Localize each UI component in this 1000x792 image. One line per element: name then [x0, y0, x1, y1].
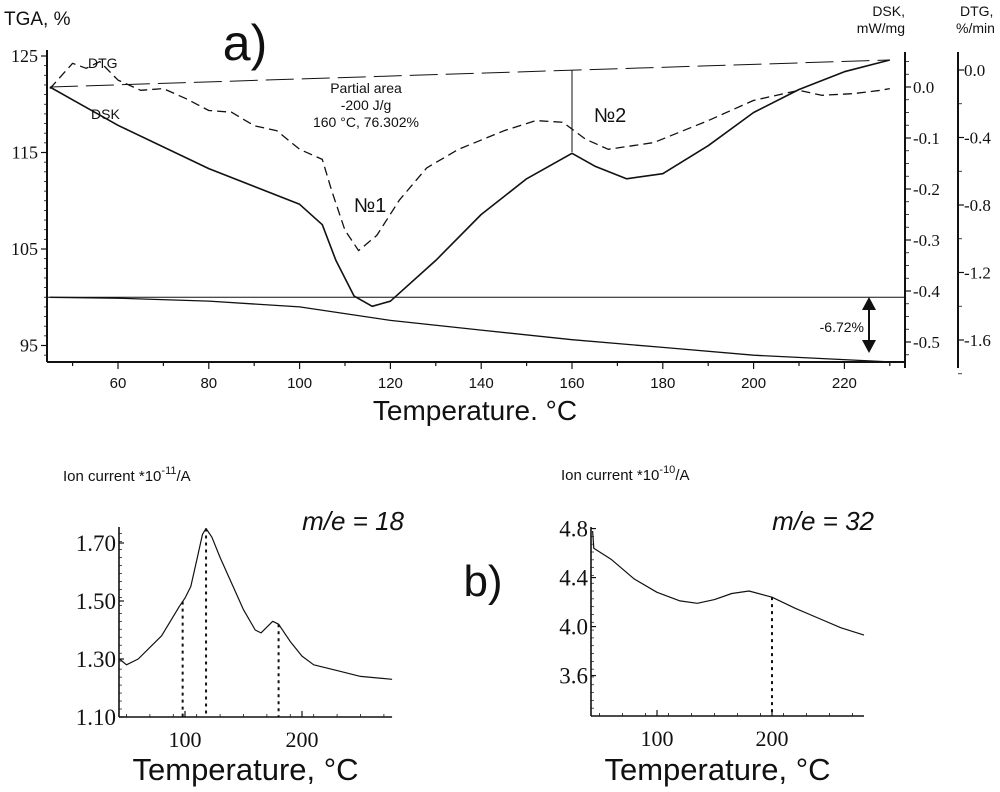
ion-x-tick-label: 200 — [756, 726, 789, 751]
mass-loss-arrow-down-icon — [862, 340, 876, 353]
dsk-tick-label: -0.2 — [913, 180, 940, 199]
peak-1-label: №1 — [354, 195, 387, 217]
x-tick-label: 60 — [110, 375, 127, 392]
ion-current-curve-1 — [119, 527, 393, 680]
mass-loss-arrow-up-icon — [862, 297, 876, 310]
x-tick-label: 220 — [832, 375, 857, 392]
dtg-tick-label: 0.0 — [964, 61, 985, 80]
dtg-tick-label: -0.4 — [964, 129, 991, 148]
dsk-axis-label-unit: mW/mg — [857, 20, 905, 36]
series-dtg-curve — [49, 60, 890, 252]
dtg-tick-label: -1.2 — [964, 264, 991, 283]
ion-current-axis-label: Ion current *10-11/A — [63, 465, 191, 485]
x-tick-label: 80 — [200, 375, 217, 392]
ion-current-curve-2 — [592, 530, 865, 636]
tga-axis-label: TGA, % — [4, 9, 71, 30]
x-tick-label: 160 — [559, 375, 584, 392]
dsk-baseline — [49, 59, 890, 88]
ion-current-axis-label: Ion current *10-10/A — [561, 464, 690, 484]
ion-y-tick-label: 1.10 — [76, 705, 116, 730]
x-tick-label: 100 — [287, 375, 312, 392]
panel-label-b: b) — [463, 557, 502, 606]
mass-to-charge-title: m/e = 32 — [772, 506, 874, 536]
dsk-tick-label: -0.5 — [913, 333, 940, 352]
ion-y-tick-label: 4.4 — [559, 566, 588, 591]
dtg-axis-label: DTG, — [960, 3, 993, 19]
tga-tick-label: 95 — [20, 336, 38, 356]
series-dsk-curve — [49, 59, 890, 308]
series-tga-curve — [49, 296, 890, 363]
mass-to-charge-title: m/e = 18 — [302, 506, 404, 536]
dtg-tick-label: -1.6 — [964, 331, 991, 350]
mass-loss-label: -6.72% — [820, 319, 864, 335]
ion-x-tick-label: 200 — [285, 727, 318, 752]
tga-tick-label: 125 — [11, 46, 38, 66]
ion-y-tick-label: 1.50 — [76, 589, 116, 614]
tga-tick-label: 105 — [11, 239, 38, 259]
dtg-tick-label: -0.8 — [964, 196, 991, 215]
partial-area-point: 160 °C, 76.302% — [313, 114, 419, 130]
tga-tick-label: 115 — [12, 143, 38, 163]
dsk-curve-label: DSK — [91, 106, 120, 122]
ion-y-tick-label: 1.30 — [76, 647, 116, 672]
partial-area-value: -200 J/g — [341, 97, 392, 113]
ion-y-tick-label: 1.70 — [76, 531, 116, 556]
x-axis-title: Temperature. °C — [373, 395, 577, 426]
x-tick-label: 180 — [650, 375, 675, 392]
dsk-tick-label: -0.1 — [913, 129, 940, 148]
dsk-axis-label: DSK, — [872, 3, 905, 19]
ion-y-tick-label: 4.8 — [559, 517, 588, 542]
dsk-tick-label: -0.4 — [913, 282, 940, 301]
x-tick-label: 200 — [741, 375, 766, 392]
x-tick-label: 120 — [378, 375, 403, 392]
ion-x-tick-label: 100 — [641, 726, 674, 751]
ion-x-axis-title: Temperature, °C — [604, 752, 830, 787]
partial-area-label: Partial area — [330, 80, 402, 96]
panel-label-a: a) — [223, 15, 267, 71]
x-tick-label: 140 — [469, 375, 494, 392]
ion-y-tick-label: 3.6 — [559, 664, 588, 689]
ion-x-tick-label: 100 — [168, 727, 201, 752]
dsk-tick-label: -0.3 — [913, 231, 940, 250]
dsk-tick-label: 0.0 — [913, 78, 934, 97]
ion-x-axis-title: Temperature, °C — [133, 752, 359, 787]
peak-2-label: №2 — [594, 105, 627, 127]
dtg-curve-label: DTG — [88, 55, 118, 71]
ion-y-tick-label: 4.0 — [559, 615, 588, 640]
dtg-axis-label-unit: %/min — [956, 20, 995, 36]
